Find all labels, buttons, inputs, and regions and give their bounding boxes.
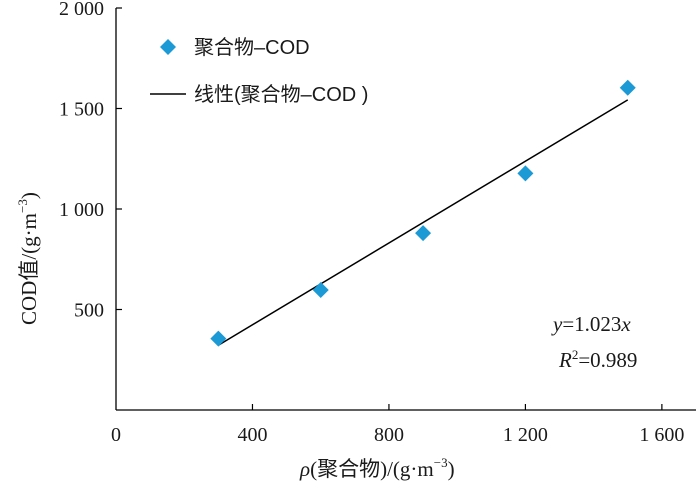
y-axis-title: COD值/(g·m−3) [15, 192, 41, 325]
data-point-diamond [210, 330, 227, 347]
data-point-diamond [619, 79, 636, 96]
x-axis-title: ρ(聚合物)/(g·m−3) [299, 455, 455, 481]
trend-line [217, 99, 629, 346]
y-tick-label: 1 500 [59, 99, 104, 121]
equation-text: y=1.023x [551, 312, 631, 336]
data-point-diamond [312, 282, 329, 299]
x-tick-label: 1 200 [503, 424, 548, 446]
legend-label-trendline: 线性(聚合物–COD ) [194, 83, 368, 106]
y-tick-label: 2 000 [59, 0, 104, 20]
data-point-diamond [517, 165, 534, 182]
data-point-diamond [415, 225, 432, 242]
x-tick-label: 800 [374, 424, 404, 446]
y-tick-label: 500 [74, 300, 104, 322]
x-tick-label: 0 [111, 424, 121, 446]
legend-label-scatter: 聚合物–COD [194, 36, 310, 59]
x-tick-label: 1 600 [639, 424, 684, 446]
y-tick-label: 1 000 [59, 199, 104, 221]
axis-ticks: 0 400 800 1 200 1 600 500 1 000 1 500 2 000 [59, 0, 684, 446]
regression-annotation: y=1.023x R2=0.989 [551, 312, 637, 372]
x-tick-label: 400 [237, 424, 267, 446]
legend-diamond-marker [160, 39, 176, 55]
r-squared-text: R2=0.989 [558, 347, 637, 372]
legend: 聚合物–COD 线性(聚合物–COD ) [150, 36, 368, 106]
plot-area [210, 79, 636, 347]
